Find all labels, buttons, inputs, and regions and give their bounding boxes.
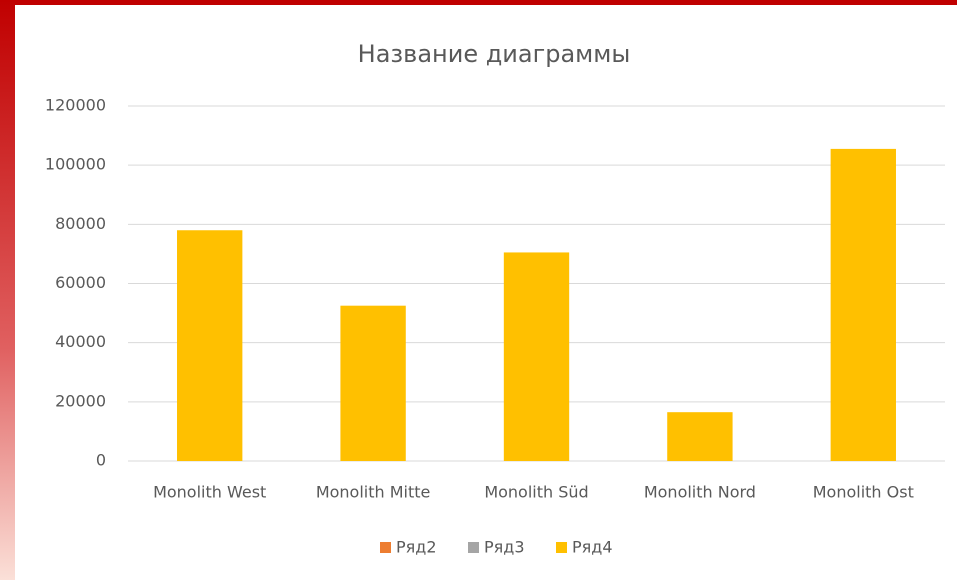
x-tick-label: Monolith Süd — [484, 483, 588, 502]
y-tick-label: 60000 — [55, 273, 106, 292]
y-tick-label: 120000 — [45, 96, 106, 115]
x-tick-label: Monolith Mitte — [316, 483, 431, 502]
y-tick-label: 40000 — [55, 332, 106, 351]
bar — [340, 305, 406, 461]
y-tick-label: 100000 — [45, 155, 106, 174]
bar — [503, 252, 570, 461]
x-tick-label: Monolith Nord — [644, 483, 756, 502]
x-tick-label: Monolith West — [153, 483, 266, 502]
bar — [667, 412, 733, 461]
legend-swatch — [556, 542, 567, 553]
x-tick-label: Monolith Ost — [813, 483, 914, 502]
legend-swatch — [380, 542, 391, 553]
y-tick-label: 20000 — [55, 391, 106, 410]
legend-label: Ряд3 — [484, 538, 525, 557]
frame-left — [0, 0, 15, 580]
bar — [830, 148, 896, 462]
legend-label: Ряд2 — [396, 538, 437, 557]
frame-top — [0, 0, 957, 5]
legend-swatch — [468, 542, 479, 553]
bar — [177, 230, 243, 461]
y-tick-label: 80000 — [55, 214, 106, 233]
legend-label: Ряд4 — [572, 538, 613, 557]
y-tick-label: 0 — [96, 451, 106, 470]
chart-title: Название диаграммы — [358, 40, 631, 68]
